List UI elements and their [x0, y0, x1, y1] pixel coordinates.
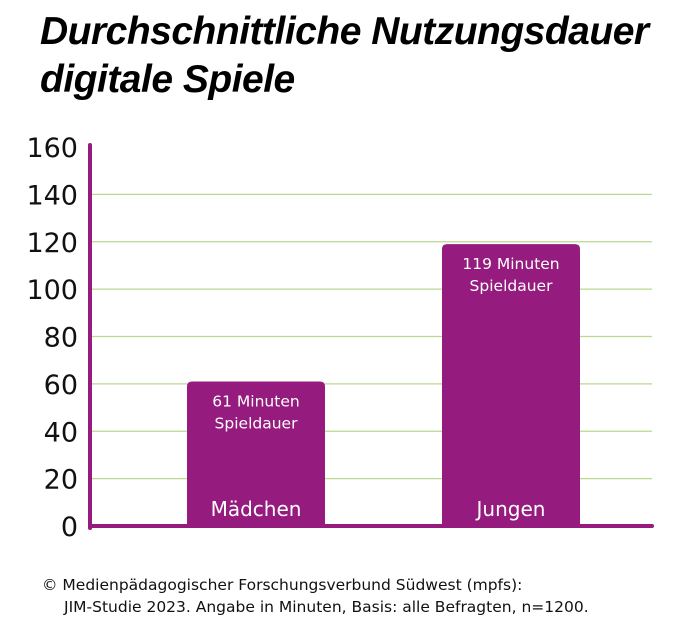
y-tick-label: 100	[26, 275, 78, 306]
category-label: Mädchen	[211, 497, 302, 521]
y-tick-label: 120	[26, 228, 78, 259]
y-tick-label: 20	[44, 465, 78, 496]
source-line-1: © Medienpädagogischer Forschungsverbund …	[42, 576, 523, 594]
data-label: 61 Minuten	[212, 393, 299, 411]
source-note: © Medienpädagogischer Forschungsverbund …	[42, 574, 589, 618]
category-label: Jungen	[475, 497, 546, 521]
title-line-1: Durchschnittliche Nutzungsdauer	[40, 10, 649, 53]
bar	[187, 381, 325, 526]
chart-title: Durchschnittliche Nutzungsdauer digitale …	[40, 8, 649, 104]
source-line-2: JIM-Studie 2023. Angabe in Minuten, Basi…	[64, 598, 589, 616]
bar	[442, 244, 580, 526]
bar-chart: 0 20 40 60 80 100 120 140 160 61 Minuten Spieldaue…	[26, 133, 654, 543]
y-tick-label: 60	[44, 370, 78, 401]
y-tick-label: 40	[44, 417, 78, 448]
y-tick-label: 80	[44, 323, 78, 354]
title-line-2: digitale Spiele	[40, 58, 295, 101]
y-tick-label: 140	[26, 180, 78, 211]
data-label: Spieldauer	[470, 277, 554, 295]
y-tick-label: 160	[26, 133, 78, 164]
data-label: 119 Minuten	[462, 255, 559, 273]
y-tick-label: 0	[61, 512, 78, 543]
data-label: Spieldauer	[215, 415, 299, 433]
